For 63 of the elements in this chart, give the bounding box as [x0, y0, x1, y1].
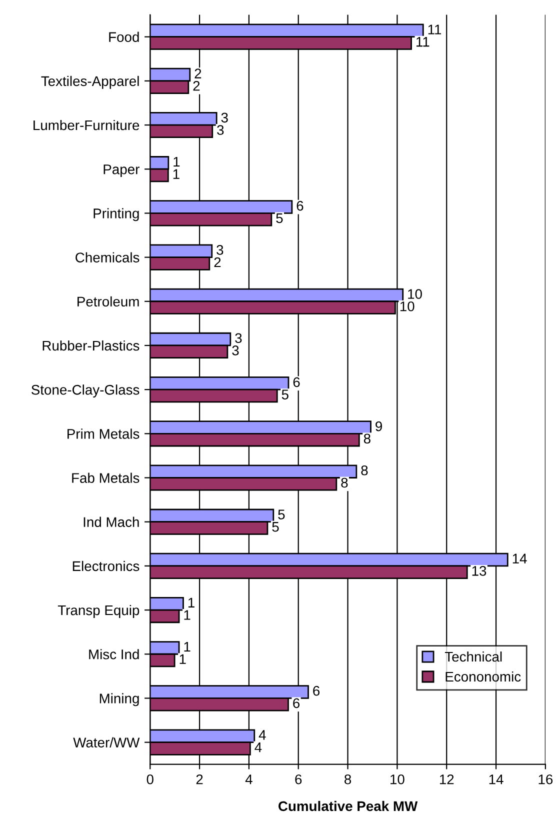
- y-tick-label: Ind Mach: [84, 516, 139, 528]
- data-label: 3: [235, 333, 242, 344]
- y-tick-label: Mining: [100, 693, 139, 706]
- y-tick-label: Fab Metals: [72, 472, 140, 483]
- data-label: 1: [188, 598, 194, 608]
- x-tick-label: 16: [538, 774, 553, 784]
- data-label: 3: [232, 346, 239, 356]
- data-label: 1: [173, 169, 180, 179]
- y-tick-label: Stone-Clay-Glass: [32, 384, 140, 398]
- x-tick-label: 8: [344, 774, 352, 784]
- data-label: 5: [276, 213, 283, 224]
- data-label: 1: [184, 642, 190, 652]
- data-label: 3: [221, 112, 228, 123]
- data-label: 3: [216, 245, 224, 255]
- data-label: 1: [174, 156, 180, 167]
- data-label: 5: [278, 510, 285, 520]
- y-tick-label: Prim Metals: [68, 428, 140, 439]
- x-tick-label: 6: [295, 774, 302, 784]
- data-label: 9: [376, 421, 382, 432]
- y-tick-label: Chemicals: [76, 252, 140, 262]
- data-label: 1: [180, 654, 186, 664]
- data-label: 14: [512, 554, 527, 564]
- legend-label: Econonomic: [446, 671, 521, 682]
- data-label: 2: [214, 257, 221, 268]
- x-tick-label: 0: [146, 774, 154, 784]
- data-label: 6: [313, 686, 320, 696]
- y-tick-label: Transp Equip: [58, 604, 140, 618]
- data-label: 13: [472, 566, 486, 576]
- y-tick-label: Lumber-Furniture: [34, 120, 140, 130]
- x-tick-label: 14: [489, 774, 504, 784]
- y-tick-label: Printing: [94, 208, 139, 222]
- data-label: 4: [254, 742, 262, 752]
- data-label: 8: [341, 478, 348, 488]
- data-label: 2: [194, 68, 202, 78]
- y-tick-label: Misc Ind: [89, 649, 139, 660]
- data-label: 11: [428, 24, 442, 34]
- y-tick-label: Petroleum: [78, 296, 139, 307]
- data-label: 6: [296, 200, 304, 211]
- y-tick-label: Rubber-Plastics: [42, 340, 140, 351]
- y-tick-label: Textiles-Apparel: [41, 76, 139, 89]
- x-tick-label: 4: [245, 774, 252, 784]
- data-label: 5: [282, 390, 288, 400]
- data-label: 1: [184, 610, 190, 620]
- data-label: 4: [258, 730, 266, 740]
- data-label: 6: [293, 377, 300, 388]
- x-axis-title: Cumulative Peak MW: [278, 800, 418, 812]
- data-label: 8: [361, 465, 368, 476]
- data-label: 2: [193, 80, 200, 91]
- data-label: 10: [408, 289, 422, 299]
- data-label: 8: [364, 434, 370, 444]
- y-tick-label: Water/WW: [73, 737, 140, 748]
- x-tick-label: 12: [440, 774, 454, 784]
- data-label: 3: [217, 125, 224, 135]
- y-tick-label: Food: [109, 32, 139, 42]
- y-tick-label: Electronics: [72, 560, 140, 572]
- data-label: 5: [272, 522, 279, 532]
- data-label: 10: [400, 301, 414, 312]
- data-label: 11: [416, 37, 430, 47]
- x-tick-label: 10: [390, 774, 404, 784]
- data-label: 6: [293, 698, 300, 708]
- x-tick-label: 2: [196, 774, 203, 784]
- y-tick-label: Paper: [104, 164, 140, 178]
- legend-label: Technical: [444, 651, 502, 662]
